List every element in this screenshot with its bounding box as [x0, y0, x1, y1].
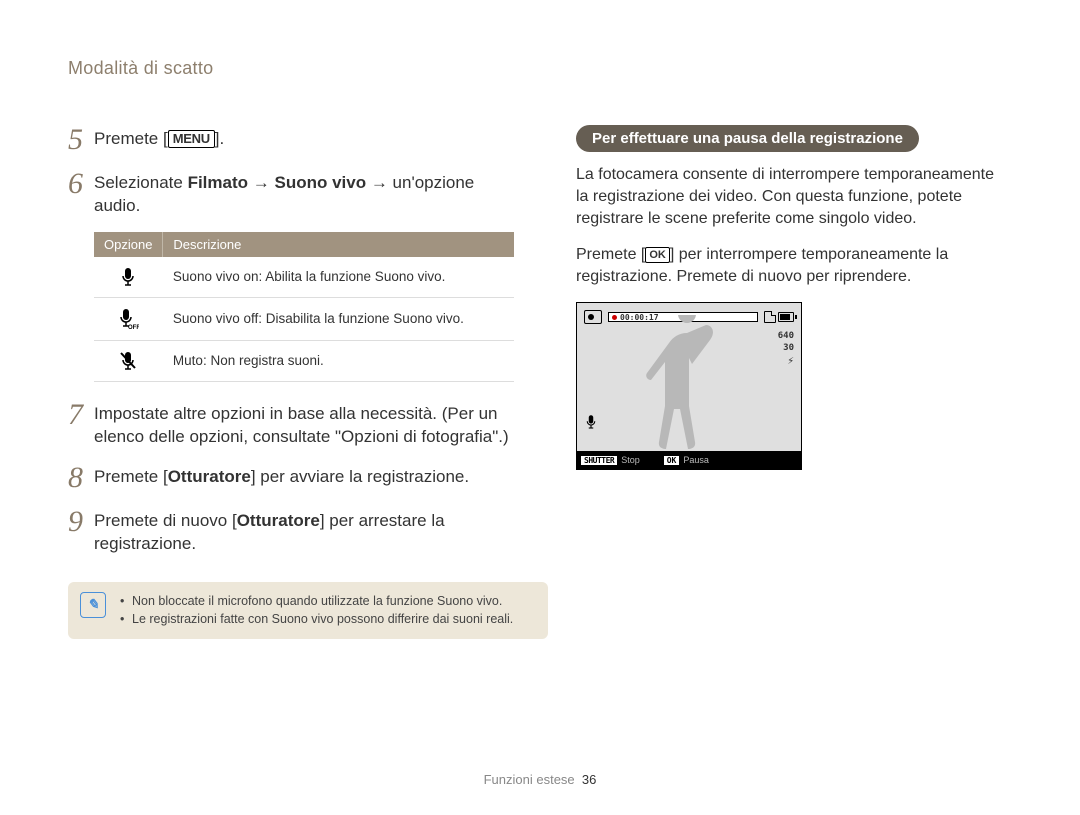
table-header-opzione: Opzione [94, 232, 163, 257]
text-bold: Otturatore [237, 511, 320, 530]
note-box: ✎ Non bloccate il microfono quando utili… [68, 582, 548, 640]
step-8: 8 Premete [Otturatore] per avviare la re… [68, 463, 518, 493]
text: → [248, 173, 274, 192]
battery-icon [778, 312, 794, 322]
mic-off-icon: OFF [94, 297, 163, 340]
ok-key-icon: OK [645, 247, 670, 263]
text: Premete [ [576, 246, 645, 263]
note-icon: ✎ [80, 592, 106, 618]
fps-label: 30 [778, 343, 794, 355]
text: Premete [ [94, 129, 168, 148]
step-text: Impostate altre opzioni in base alla nec… [94, 400, 518, 449]
step-text: Premete di nuovo [Otturatore] per arrest… [94, 507, 518, 556]
note-item: Le registrazioni fatte con Suono vivo po… [120, 610, 534, 629]
mic-on-icon [94, 257, 163, 298]
text-bold: Suono vivo off [173, 311, 258, 326]
lcd-mic-icon [585, 414, 597, 433]
step-number: 7 [68, 400, 94, 449]
step-6: 6 Selezionate Filmato → Suono vivo → un'… [68, 169, 518, 218]
left-column: 5 Premete [MENU]. 6 Selezionate Filmato … [68, 125, 518, 639]
pausa-label: Pausa [683, 455, 709, 465]
page-number: 36 [582, 772, 596, 787]
step-9: 9 Premete di nuovo [Otturatore] per arre… [68, 507, 518, 556]
table-cell: Suono vivo on: Abilita la funzione Suono… [163, 257, 514, 298]
menu-key-icon: MENU [168, 130, 215, 148]
text: : Abilita la funzione Suono vivo. [258, 269, 445, 284]
shutter-key-icon: SHUTTER [581, 456, 617, 465]
text: : Non registra suoni. [203, 353, 324, 368]
page-header: Modalità di scatto [68, 58, 1020, 79]
table-row: Muto: Non registra suoni. [94, 340, 514, 381]
subject-silhouette [637, 315, 737, 449]
camera-lcd-preview: 00:00:17 640 30 ⚡ SH [576, 302, 802, 470]
table-cell: Muto: Non registra suoni. [163, 340, 514, 381]
table-row: OFF Suono vivo off: Disabilita la funzio… [94, 297, 514, 340]
lcd-bottom-bar: SHUTTER Stop OK Pausa [577, 451, 801, 469]
text: ] per avviare la registrazione. [251, 467, 469, 486]
table-header-descrizione: Descrizione [163, 232, 514, 257]
mic-mute-icon [94, 340, 163, 381]
page-footer: Funzioni estese 36 [0, 772, 1080, 787]
text: : Disabilita la funzione Suono vivo. [258, 311, 464, 326]
text: Premete [ [94, 467, 168, 486]
step-number: 9 [68, 507, 94, 556]
video-mode-icon [584, 310, 602, 324]
ok-key-icon: OK [664, 456, 680, 465]
footer-section: Funzioni estese [484, 772, 575, 787]
resolution-label: 640 [778, 331, 794, 343]
lcd-side-info: 640 30 ⚡ [778, 331, 794, 365]
text-bold: Suono vivo on [173, 269, 259, 284]
step-text: Premete [Otturatore] per avviare la regi… [94, 463, 469, 493]
memory-icon [764, 311, 776, 323]
section-pill: Per effettuare una pausa della registraz… [576, 125, 919, 152]
text: Premete di nuovo [ [94, 511, 237, 530]
text-bold: Otturatore [168, 467, 251, 486]
text: ]. [215, 129, 224, 148]
right-column: Per effettuare una pausa della registraz… [576, 125, 1006, 639]
step-text: Selezionate Filmato → Suono vivo → un'op… [94, 169, 518, 218]
text-bold: Muto [173, 353, 203, 368]
text-bold: Suono vivo [274, 173, 366, 192]
table-row: Suono vivo on: Abilita la funzione Suono… [94, 257, 514, 298]
note-item: Non bloccate il microfono quando utilizz… [120, 592, 534, 611]
step-number: 5 [68, 125, 94, 155]
options-table: Opzione Descrizione Suono vivo on: Abili… [94, 232, 514, 382]
text: Selezionate [94, 173, 188, 192]
stop-label: Stop [621, 455, 640, 465]
svg-text:OFF: OFF [128, 325, 139, 330]
step-number: 8 [68, 463, 94, 493]
step-text: Premete [MENU]. [94, 125, 224, 155]
text-bold: Filmato [188, 173, 248, 192]
paragraph: La fotocamera consente di interrompere t… [576, 164, 1006, 230]
flash-icon: ⚡ [778, 355, 794, 366]
step-7: 7 Impostate altre opzioni in base alla n… [68, 400, 518, 449]
paragraph: Premete [OK] per interrompere temporanea… [576, 244, 1006, 288]
step-5: 5 Premete [MENU]. [68, 125, 518, 155]
table-cell: Suono vivo off: Disabilita la funzione S… [163, 297, 514, 340]
step-number: 6 [68, 169, 94, 218]
